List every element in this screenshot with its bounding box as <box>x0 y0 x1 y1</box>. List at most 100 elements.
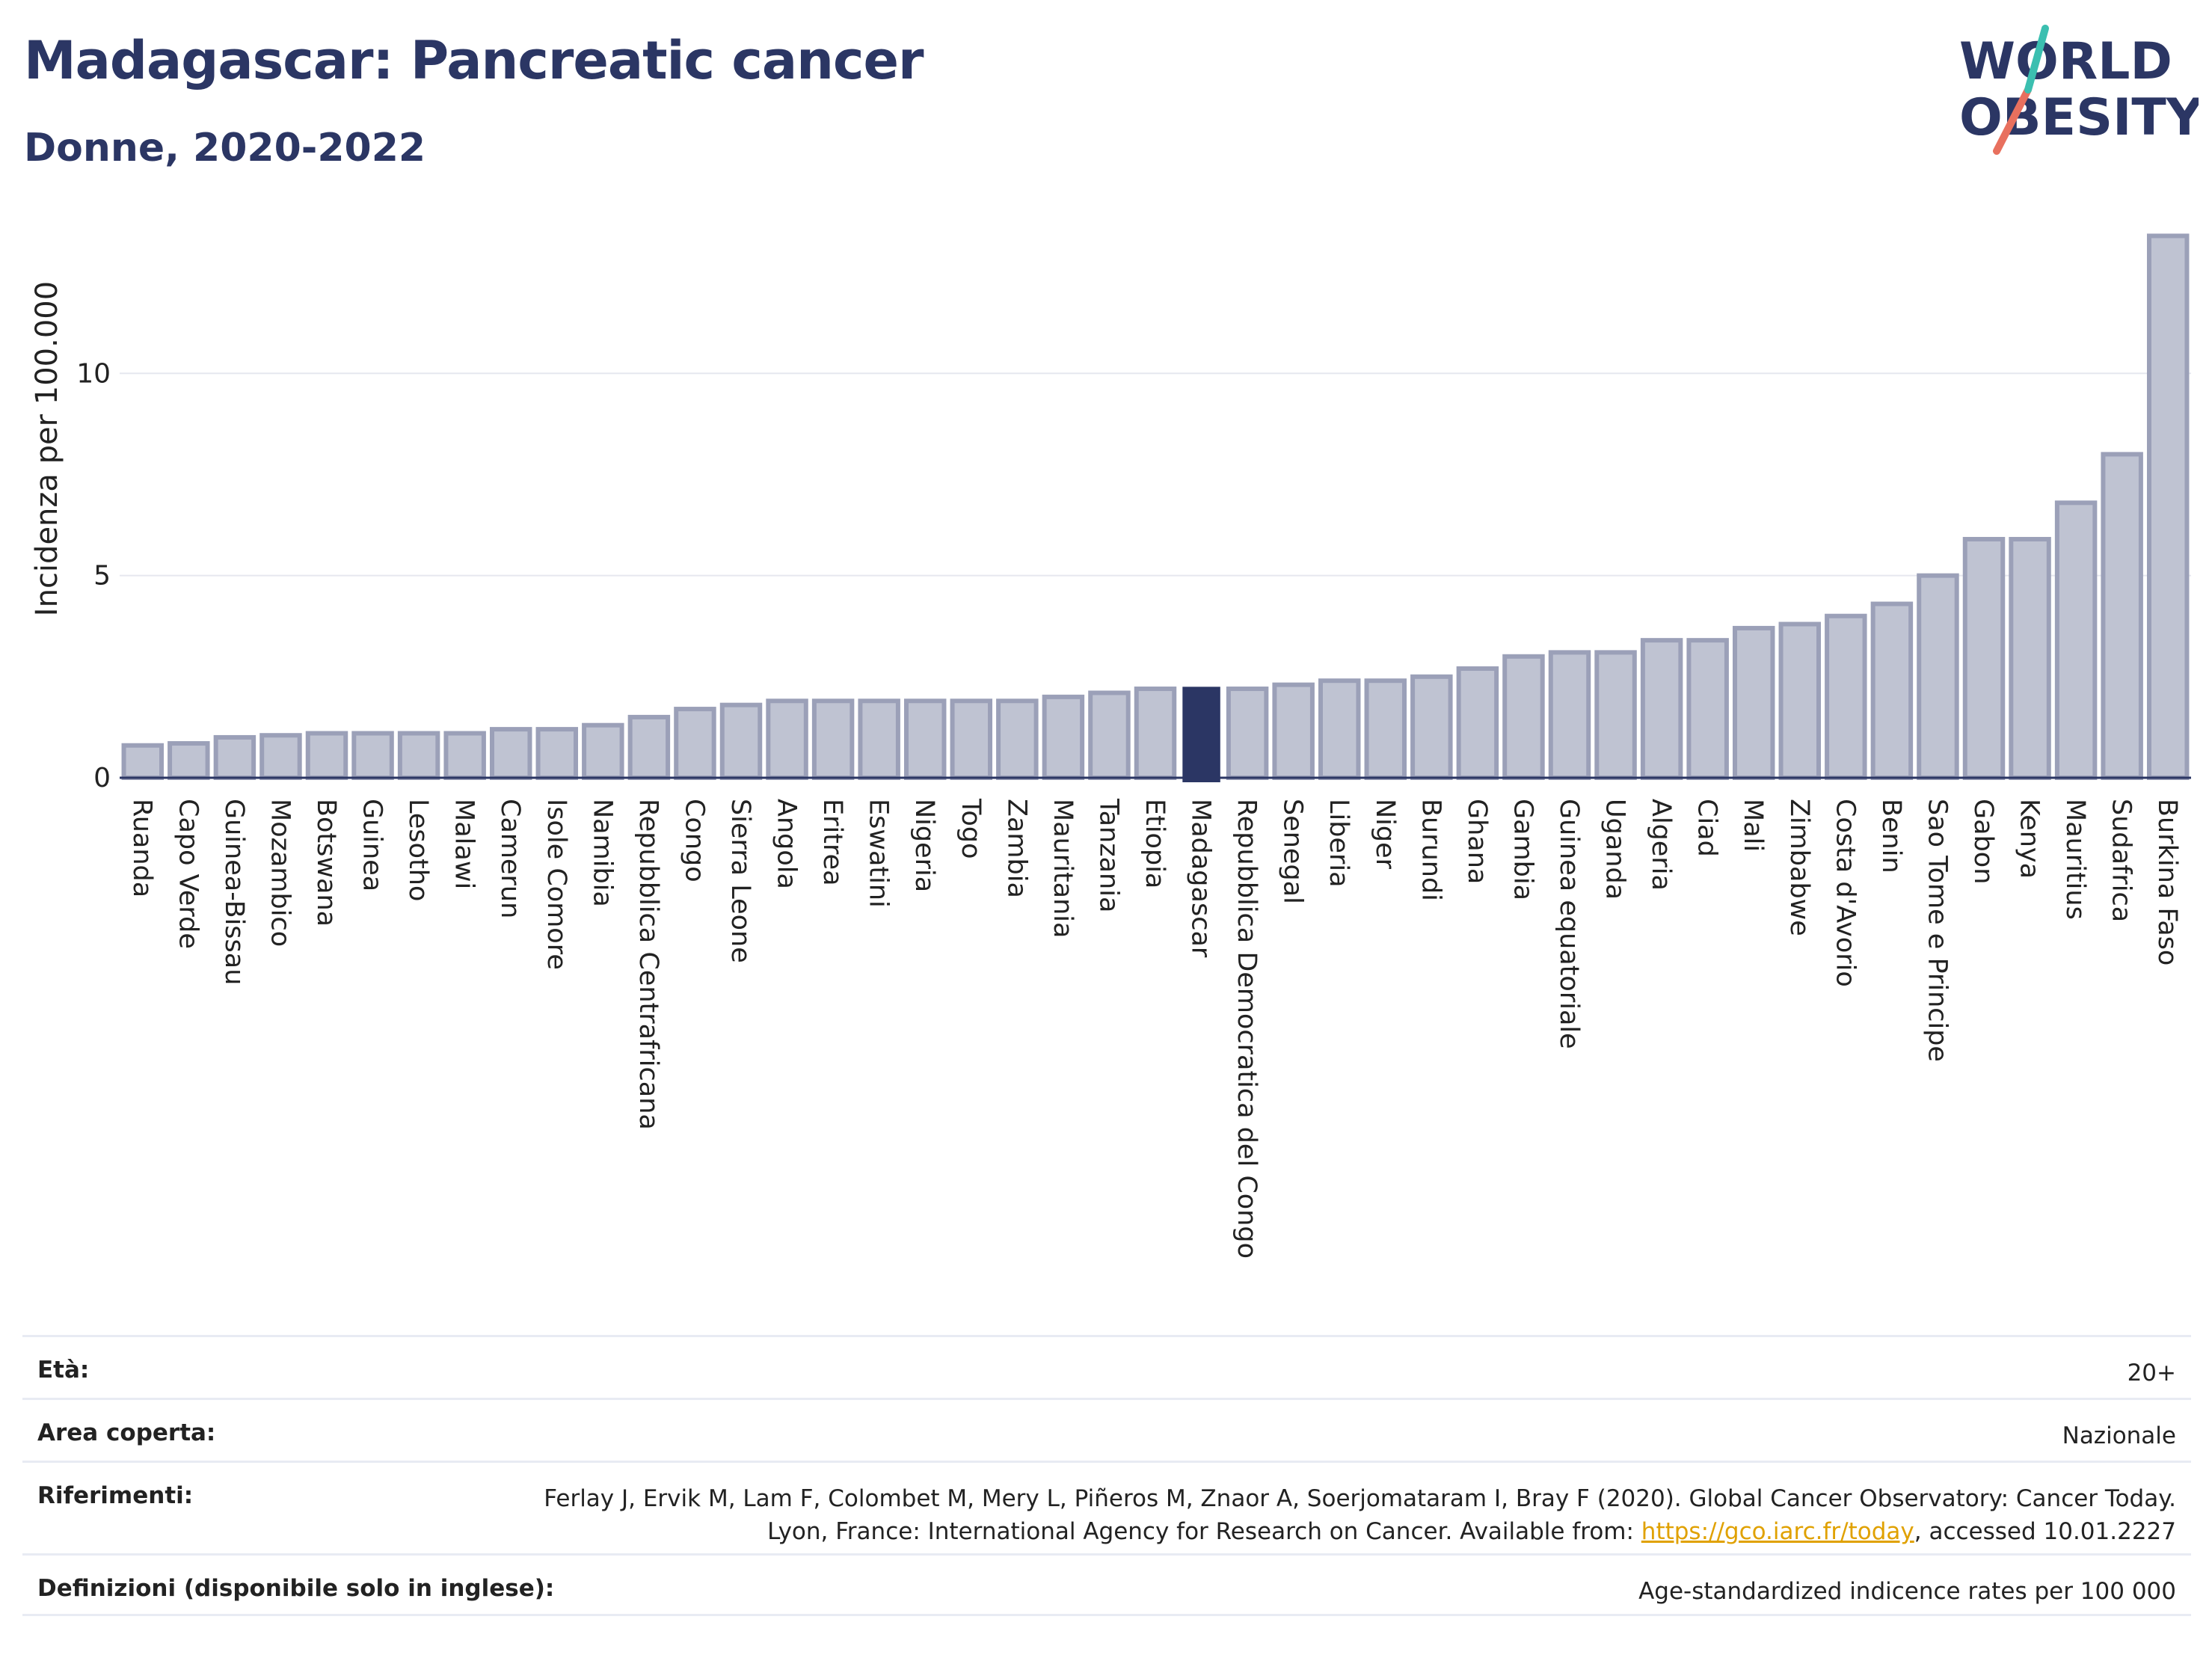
x-tick-label: Gabon <box>1968 799 1998 884</box>
x-tick-label: Botswana <box>311 799 341 927</box>
bar-etiopia <box>1134 687 1177 781</box>
bar-guinea <box>351 731 394 780</box>
x-tick-label: Costa d'Avorio <box>1830 799 1860 987</box>
x-tick-label: Burundi <box>1416 799 1446 901</box>
x-tick-label: Ruanda <box>127 799 157 897</box>
x-tick-label: Guinea equatoriale <box>1554 799 1584 1049</box>
bar-mali <box>1732 625 1775 780</box>
x-tick-label: Capo Verde <box>173 799 203 949</box>
bar-congo <box>674 707 716 781</box>
chart-title: Madagascar: Pancreatic cancer <box>24 30 924 91</box>
bar-burkina-faso <box>2146 233 2190 780</box>
meta-row-age: Età: 20+ <box>22 1335 2191 1398</box>
bar-togo <box>950 698 993 781</box>
bar-gabon <box>1962 536 2006 780</box>
x-tick-label: Mozambico <box>265 799 295 947</box>
bar-sierra-leone <box>719 702 763 781</box>
bar-repubblica-democratica-del-congo <box>1226 687 1269 781</box>
bar-costa-d-avorio <box>1825 613 1867 780</box>
y-tick-label: 0 <box>93 763 111 793</box>
x-tick-label: Malawi <box>449 799 479 889</box>
meta-row-references: Riferimenti: Ferlay J, Ervik M, Lam F, C… <box>22 1461 2191 1553</box>
bar-capo-verde <box>168 741 210 781</box>
bar-liberia <box>1318 678 1361 780</box>
x-tick-label: Zimbabwe <box>1784 799 1814 936</box>
meta-row-definitions: Definizioni (disponibile solo in inglese… <box>22 1553 2191 1616</box>
x-tick-label: Uganda <box>1600 799 1630 900</box>
bar-guinea-equatoriale <box>1548 650 1591 780</box>
logo-line-1: WORLD <box>1959 32 2172 91</box>
definitions-label: Definizioni (disponibile solo in inglese… <box>37 1575 555 1602</box>
bar-eritrea <box>811 698 855 781</box>
world-obesity-logo: WORLD OBESITY <box>1959 25 2199 155</box>
bar-algeria <box>1640 638 1683 780</box>
x-tick-label: Repubblica Democratica del Congo <box>1232 799 1262 1259</box>
bar-layer <box>120 233 2191 782</box>
bar-nigeria <box>903 698 947 781</box>
x-tick-label: Togo <box>956 798 986 859</box>
label-layer: 0 5 10 Ruanda Capo Verde Guinea-Bissau Mozambi… <box>76 358 2182 1259</box>
area-value: Nazionale <box>2062 1422 2176 1449</box>
references-text: Ferlay J, Ervik M, Lam F, Colombet M, Me… <box>544 1485 2176 1545</box>
bar-eswatini <box>858 698 900 781</box>
bar-sudafrica <box>2101 452 2143 780</box>
bar-zambia <box>996 698 1039 781</box>
bar-niger <box>1364 678 1407 780</box>
y-tick-label: 5 <box>93 561 111 592</box>
age-value: 20+ <box>2127 1360 2176 1387</box>
x-tick-label: Mauritania <box>1048 799 1078 938</box>
y-tick-label: 10 <box>76 358 111 389</box>
x-tick-label: Guinea-Bissau <box>219 799 249 985</box>
y-axis-label: Incidenza per 100.000 <box>30 281 64 616</box>
x-tick-label: Ghana <box>1462 799 1492 884</box>
x-tick-label: Isole Comore <box>541 799 571 970</box>
bar-burundi <box>1410 674 1453 780</box>
x-tick-label: Guinea <box>357 799 387 891</box>
bar-ghana <box>1456 666 1499 780</box>
x-tick-label: Etiopia <box>1140 799 1170 888</box>
bar-mauritania <box>1042 694 1085 781</box>
x-tick-label: Mauritius <box>2060 799 2090 920</box>
x-tick-label: Camerun <box>495 799 525 918</box>
references-value: Ferlay J, Ervik M, Lam F, Colombet M, Me… <box>494 1482 2176 1548</box>
bar-senegal <box>1272 682 1315 781</box>
references-accessed: , accessed 10.01.2227 <box>1914 1518 2176 1545</box>
bar-namibia <box>582 722 624 780</box>
x-tick-label: Repubblica Centrafricana <box>633 799 663 1130</box>
x-tick-label: Sudafrica <box>2107 799 2136 922</box>
x-tick-label: Angola <box>772 799 802 889</box>
bar-gambia <box>1502 654 1545 780</box>
x-tick-label: Congo <box>679 799 709 882</box>
chart-subtitle: Donne, 2020-2022 <box>24 126 426 171</box>
bar-chart: 0 5 10 Ruanda Capo Verde Guinea-Bissau Mozambi… <box>30 233 2191 1259</box>
x-tick-label: Madagascar <box>1186 799 1216 958</box>
bar-kenya <box>2009 536 2051 780</box>
bar-mauritius <box>2054 500 2098 781</box>
x-tick-label: Niger <box>1370 799 1400 870</box>
x-tick-label: Mali <box>1738 799 1768 852</box>
x-tick-label: Tanzania <box>1093 798 1123 912</box>
bar-repubblica-centrafricana <box>627 714 671 781</box>
logo-slash-coral <box>1993 86 2032 155</box>
definitions-value: Age-standardized indicence rates per 100… <box>1638 1578 2176 1605</box>
x-tick-label: Algeria <box>1646 799 1676 891</box>
bar-sao-tome-e-principe <box>1917 573 1959 780</box>
references-link[interactable]: https://gco.iarc.fr/today <box>1641 1518 1914 1545</box>
logo-line-2: OBESITY <box>1959 88 2199 147</box>
bar-mozambico <box>259 733 302 781</box>
bar-botswana <box>305 731 348 780</box>
bar-zimbabwe <box>1778 621 1822 780</box>
x-tick-label: Ciad <box>1692 799 1722 857</box>
bar-benin <box>1870 601 1914 781</box>
bar-angola <box>766 698 808 781</box>
x-tick-label: Sierra Leone <box>725 799 755 963</box>
metadata-table: Età: 20+ Area coperta: Nazionale Riferim… <box>22 1335 2191 1616</box>
x-tick-label: Namibia <box>587 799 617 907</box>
bar-camerun <box>489 727 532 780</box>
x-tick-label: Benin <box>1876 799 1906 873</box>
x-tick-label: Eswatini <box>864 799 894 908</box>
meta-row-area: Area coperta: Nazionale <box>22 1398 2191 1461</box>
x-tick-label: Liberia <box>1324 799 1354 888</box>
age-label: Età: <box>37 1357 90 1384</box>
area-label: Area coperta: <box>37 1419 216 1446</box>
